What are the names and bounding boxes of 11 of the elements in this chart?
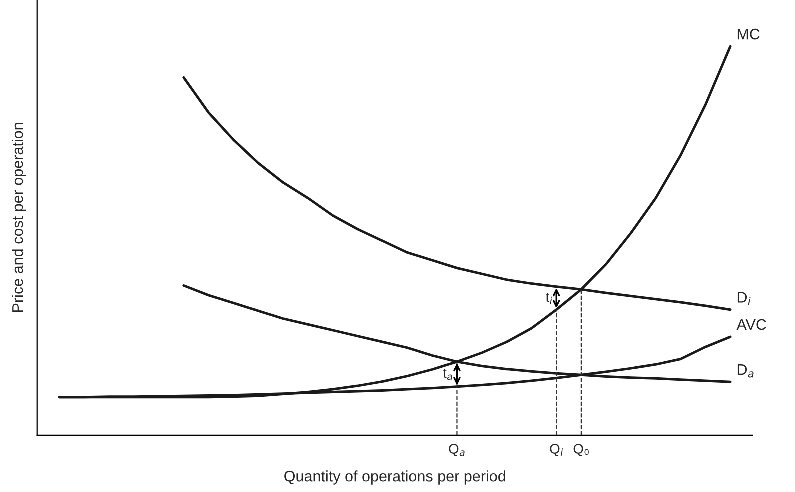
annotation: t$_{i}$ [546,292,552,304]
series-label: D$_{i}$ [738,292,751,306]
x-tick-label: Q$_{a}$ [449,444,465,456]
x-tick-label: Q$_{i}$ [550,444,564,456]
annotation: t$_{a}$ [443,368,452,380]
series-label: MC [738,28,760,40]
x-axis-title: Quantity of operations per period [284,470,506,485]
series-label: AVC [736,319,766,330]
x-tick-label: Q₀ [574,444,589,456]
series-label: D$_{a}$ [738,364,754,378]
y-axis-title: Price and cost per operation [12,123,26,312]
